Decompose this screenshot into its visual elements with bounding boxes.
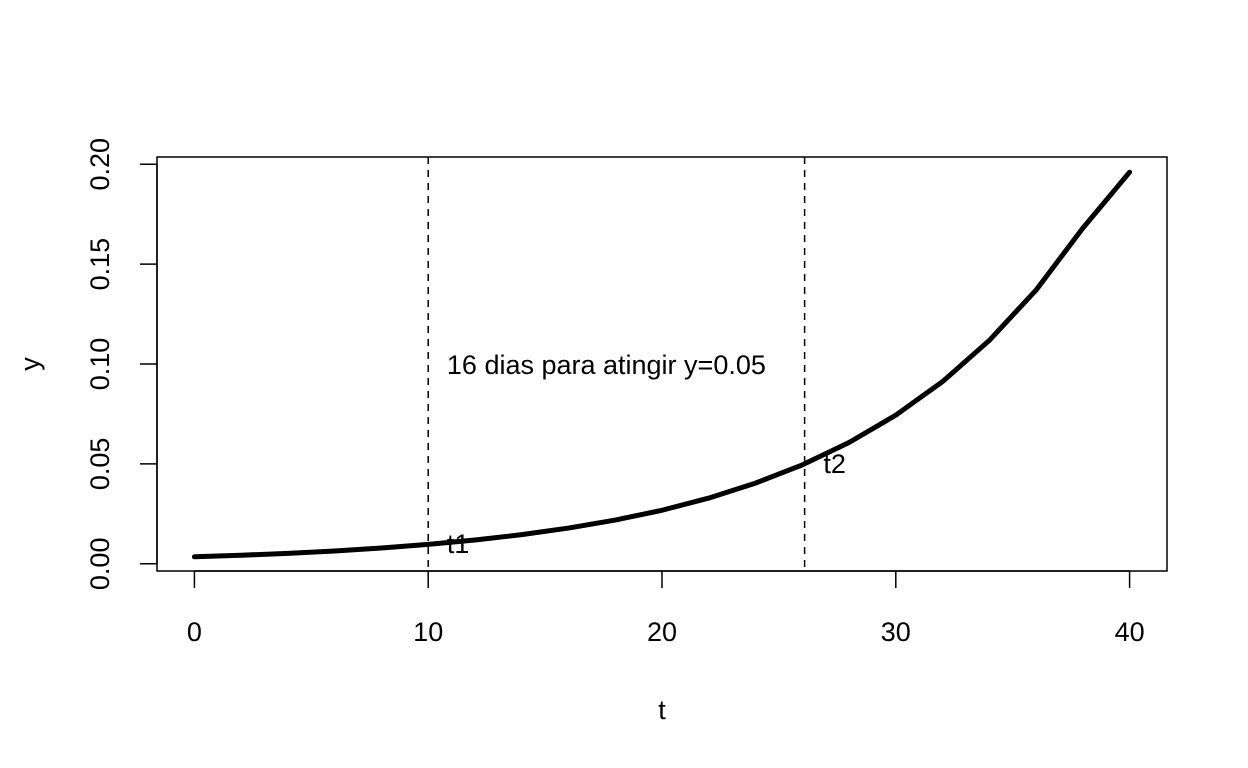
y-axis-title: y [15,357,45,371]
y-tick-label: 0.00 [85,538,115,591]
annotations: 16 dias para atingir y=0.05 t1 t2 [447,350,846,559]
x-tick-label: 40 [1115,617,1145,647]
x-tick-label: 20 [647,617,677,647]
axes: 0 10 20 30 40 0.00 0.05 0.10 0.15 0.20 t y [15,138,1168,725]
x-tick-label: 30 [881,617,911,647]
plot-area [191,157,1133,571]
y-tick-label: 0.05 [85,438,115,491]
x-tick-label: 10 [413,617,443,647]
y-tick-label: 0.10 [85,338,115,391]
series-line-1 [191,169,1133,560]
y-tick-label: 0.20 [85,138,115,191]
label-t1: t1 [447,529,470,559]
label-t2: t2 [823,449,846,479]
y-tick-label: 0.15 [85,238,115,291]
x-tick-label: 0 [187,617,202,647]
x-axis-title: t [658,695,666,725]
annotation-text: 16 dias para atingir y=0.05 [447,350,766,380]
